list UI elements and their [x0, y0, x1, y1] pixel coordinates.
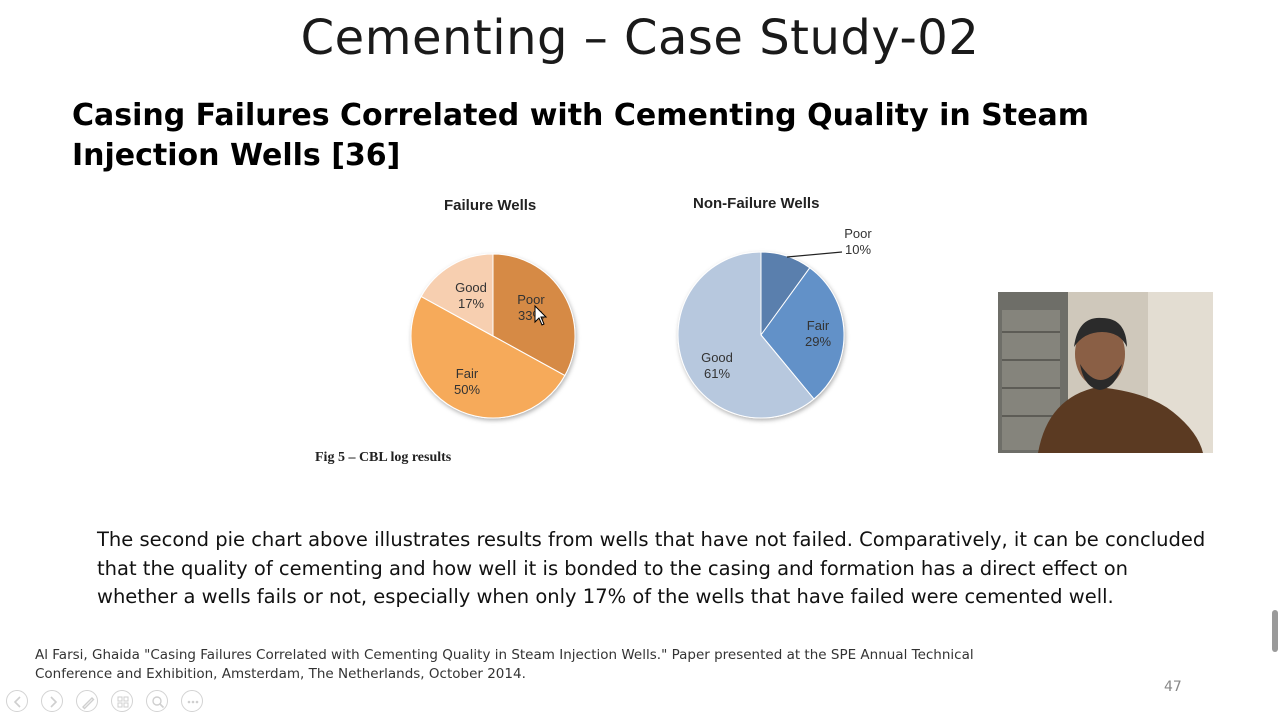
- chart-title-failure-wells: Failure Wells: [444, 197, 537, 214]
- slice-label-category: Good: [701, 350, 733, 365]
- zoom-button[interactable]: [146, 690, 168, 712]
- pie-slice-good: [677, 251, 815, 419]
- slice-label-percent: 29%: [805, 334, 831, 349]
- previous-icon: [13, 696, 21, 708]
- pie-slice-fair: [760, 267, 845, 400]
- body-paragraph: The second pie chart above illustrates r…: [97, 528, 1206, 608]
- pie-slice-poor: [492, 253, 576, 377]
- presenter-video-icon: [998, 292, 1213, 453]
- slice-label-category: Good: [455, 280, 487, 295]
- slide-title: Cementing – Case Study-02: [300, 10, 980, 66]
- more-options-button[interactable]: [181, 690, 203, 712]
- slice-label-category: Fair: [456, 366, 479, 381]
- scrollbar[interactable]: [1272, 610, 1278, 652]
- slice-label-percent: 17%: [458, 296, 484, 311]
- more-icon: [187, 700, 199, 704]
- see-all-slides-button[interactable]: [111, 690, 133, 712]
- slice-label-category: Poor: [517, 292, 545, 307]
- pen-icon: [82, 697, 95, 710]
- mouse-cursor-icon: [534, 304, 548, 326]
- slice-label-percent: 50%: [454, 382, 480, 397]
- zoom-icon: [152, 696, 165, 709]
- pen-button[interactable]: [76, 690, 98, 712]
- next-slide-button[interactable]: [41, 690, 63, 712]
- slice-label-percent: 61%: [704, 366, 730, 381]
- slide-subtitle: Casing Failures Correlated with Cementin…: [72, 98, 1089, 173]
- slice-label-category: Fair: [807, 318, 830, 333]
- webcam-video: [998, 292, 1213, 453]
- next-icon: [50, 696, 58, 708]
- slides-icon: [117, 696, 129, 708]
- pie-slice-good: [420, 253, 494, 337]
- reference-citation: Al Farsi, Ghaida "Casing Failures Correl…: [35, 647, 974, 682]
- chart-title-non-failure-wells: Non-Failure Wells: [693, 195, 820, 212]
- leader-line: [786, 251, 843, 258]
- page-number: 47: [1164, 679, 1182, 695]
- previous-slide-button[interactable]: [6, 690, 28, 712]
- slice-label-percent: 10%: [845, 242, 871, 257]
- pie-slice-fair: [410, 295, 566, 419]
- figure-caption: Fig 5 – CBL log results: [315, 450, 452, 465]
- slice-label-category: Poor: [844, 226, 872, 241]
